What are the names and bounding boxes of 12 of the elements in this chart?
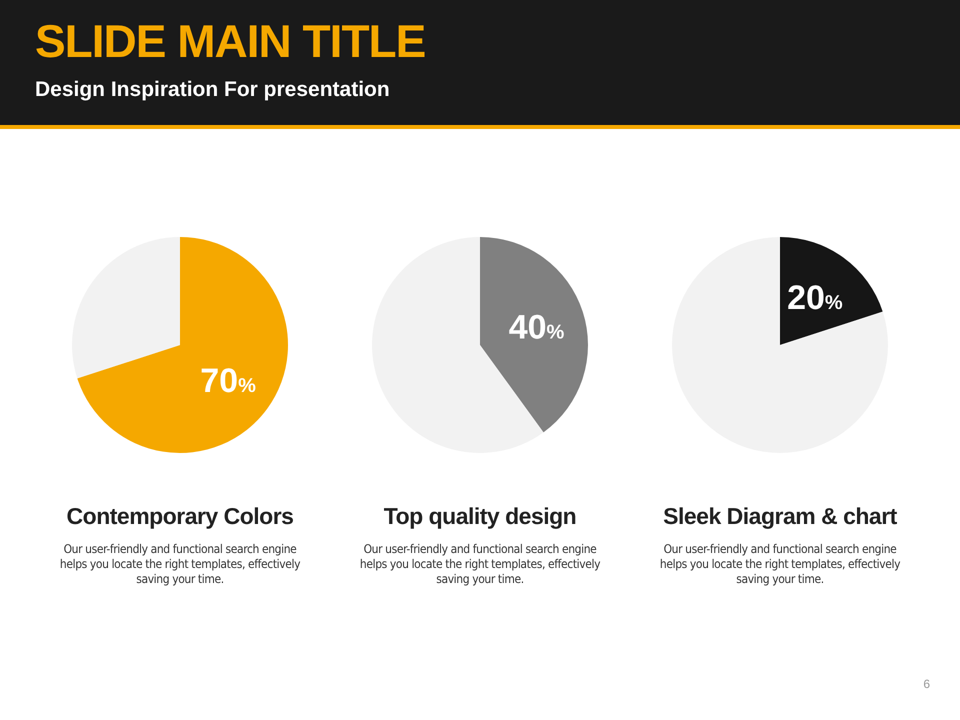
text: Our user-friendly and functional search engine helps you locate the right templates, effectively saving your time.: [358, 542, 602, 587]
text: Design Inspiration For presentation: [35, 78, 390, 102]
text: Top quality design: [382, 503, 578, 530]
text: 6: [923, 677, 930, 691]
text: Our user-friendly and functional search engine helps you locate the right templates, effectively saving your time.: [58, 542, 302, 587]
data-label: 40%: [508, 308, 565, 347]
text: SLIDE MAIN TITLE: [35, 14, 426, 68]
data-label: 20%: [787, 278, 843, 317]
data-label: 70%: [200, 362, 256, 400]
text: Our user-friendly and functional search engine helps you locate the right templates, effectively saving your time.: [658, 542, 902, 587]
text: Sleek Diagram & chart: [662, 503, 898, 530]
text: Contemporary Colors: [66, 503, 294, 530]
